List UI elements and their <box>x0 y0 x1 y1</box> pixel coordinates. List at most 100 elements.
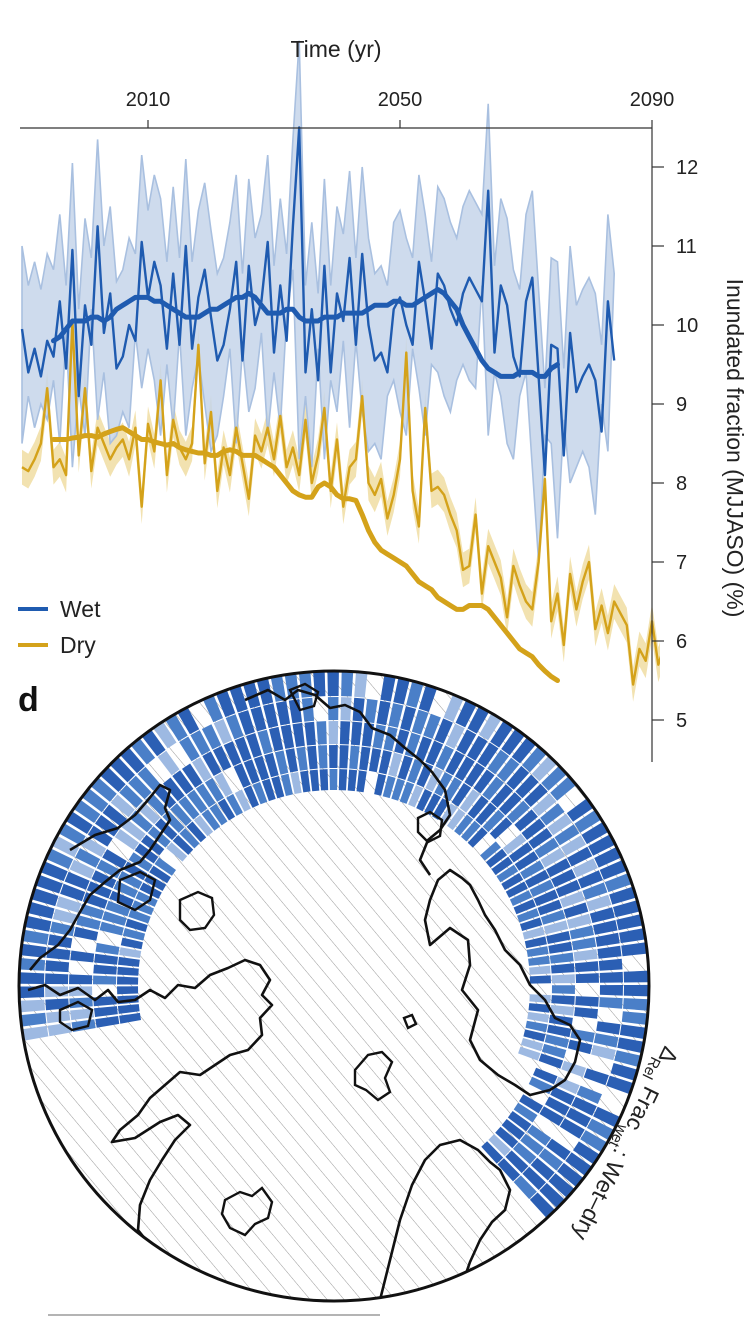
grid-cell <box>594 846 622 868</box>
grid-cell <box>20 943 47 958</box>
grid-cell <box>382 775 396 799</box>
grid-cell <box>481 1141 504 1164</box>
grid-cell <box>522 926 545 940</box>
grid-cell <box>550 776 577 801</box>
polar-map-panel: d ΔRel Fracwet: Wet–dry <box>17 669 684 1316</box>
grid-cell <box>70 1008 94 1021</box>
grid-cell <box>621 942 648 957</box>
y-tick-label: 12 <box>676 157 698 179</box>
grid-cell <box>534 837 559 859</box>
y-tick-label: 8 <box>676 473 687 495</box>
grid-cell <box>447 808 466 831</box>
grid-cell <box>561 835 586 856</box>
grid-cell <box>64 871 90 890</box>
grid-cell <box>95 942 120 955</box>
grid-cell <box>575 973 599 983</box>
grid-cell <box>263 703 279 729</box>
grid-cell <box>328 721 339 745</box>
grid-cell <box>204 777 224 802</box>
grid-cell <box>550 1005 575 1016</box>
grid-cell <box>544 1034 569 1048</box>
grid-cell <box>19 972 45 984</box>
grid-cell <box>416 789 433 812</box>
grid-cell <box>99 766 126 792</box>
grid-cell <box>350 721 363 746</box>
grid-cell <box>545 1096 570 1116</box>
grid-cell <box>623 998 649 1011</box>
grid-cell <box>517 908 540 923</box>
grid-cell <box>359 746 371 771</box>
grid-cell <box>616 914 644 931</box>
grid-cell <box>543 920 569 935</box>
grid-cell <box>606 1075 634 1095</box>
grid-cell <box>154 818 178 841</box>
grid-cell <box>415 736 432 762</box>
grid-cell <box>467 827 488 848</box>
grid-cell <box>329 745 338 768</box>
grid-cell <box>520 860 545 880</box>
grid-cell <box>339 721 351 745</box>
grid-cell <box>400 706 417 731</box>
grid-cell <box>109 756 136 783</box>
grid-cell <box>619 928 646 944</box>
grid-cell <box>551 995 575 1005</box>
grid-cell <box>178 796 200 820</box>
grid-cell <box>153 721 177 749</box>
grid-cell <box>347 769 358 792</box>
grid-cell <box>496 864 519 883</box>
grid-cell <box>105 900 131 917</box>
grid-cell <box>354 671 368 698</box>
grid-cell <box>166 842 188 862</box>
grid-cell <box>408 785 424 808</box>
grid-cell <box>459 789 480 813</box>
grid-cell <box>209 803 228 826</box>
grid-cell <box>561 1060 586 1078</box>
grid-cell <box>192 757 212 782</box>
grid-cell <box>549 952 574 964</box>
grid-cell <box>307 745 318 770</box>
grid-cell <box>599 997 623 1009</box>
grid-cell <box>202 695 223 723</box>
grid-cell <box>391 778 405 801</box>
grid-cell <box>488 1134 511 1157</box>
grid-cell <box>551 963 575 974</box>
grid-cell <box>290 772 302 794</box>
grid-cell <box>76 915 101 930</box>
grid-cell <box>575 996 599 1007</box>
grid-cell <box>537 899 562 916</box>
grid-cell <box>19 986 45 999</box>
grid-cell <box>340 697 352 721</box>
grid-cell <box>501 1119 525 1140</box>
land-island-2 <box>116 870 157 912</box>
grid-cell <box>285 748 298 773</box>
y-tick-label: 7 <box>676 552 687 574</box>
grid-cell <box>301 697 315 722</box>
grid-cell <box>521 818 546 840</box>
grid-cell <box>212 746 232 771</box>
grid-cell <box>610 1063 638 1081</box>
grid-cell <box>573 1141 600 1165</box>
grid-cell <box>593 1106 621 1128</box>
grid-cell <box>581 821 609 845</box>
grid-cell <box>91 870 117 889</box>
grid-cell <box>423 713 441 739</box>
grid-cell <box>186 821 207 843</box>
grid-cell <box>443 694 464 722</box>
grid-cell <box>425 740 444 766</box>
x-axis-ticks: 2010 2050 2090 <box>126 89 674 128</box>
grid-cell <box>505 881 528 898</box>
grid-cell <box>170 803 192 826</box>
grid-cell <box>94 1006 118 1017</box>
grid-cell <box>225 714 244 740</box>
x-axis-title: Time (yr) <box>290 36 381 62</box>
legend-label-dry: Dry <box>60 632 96 658</box>
grid-cell <box>45 960 70 973</box>
grid-cell <box>118 956 140 967</box>
grid-cell <box>434 772 453 797</box>
grid-cell <box>399 781 415 804</box>
grid-cell <box>195 783 216 808</box>
grid-cell <box>418 684 438 712</box>
grid-cell <box>586 894 612 912</box>
grid-cell <box>110 794 135 818</box>
grid-cell <box>253 755 270 781</box>
